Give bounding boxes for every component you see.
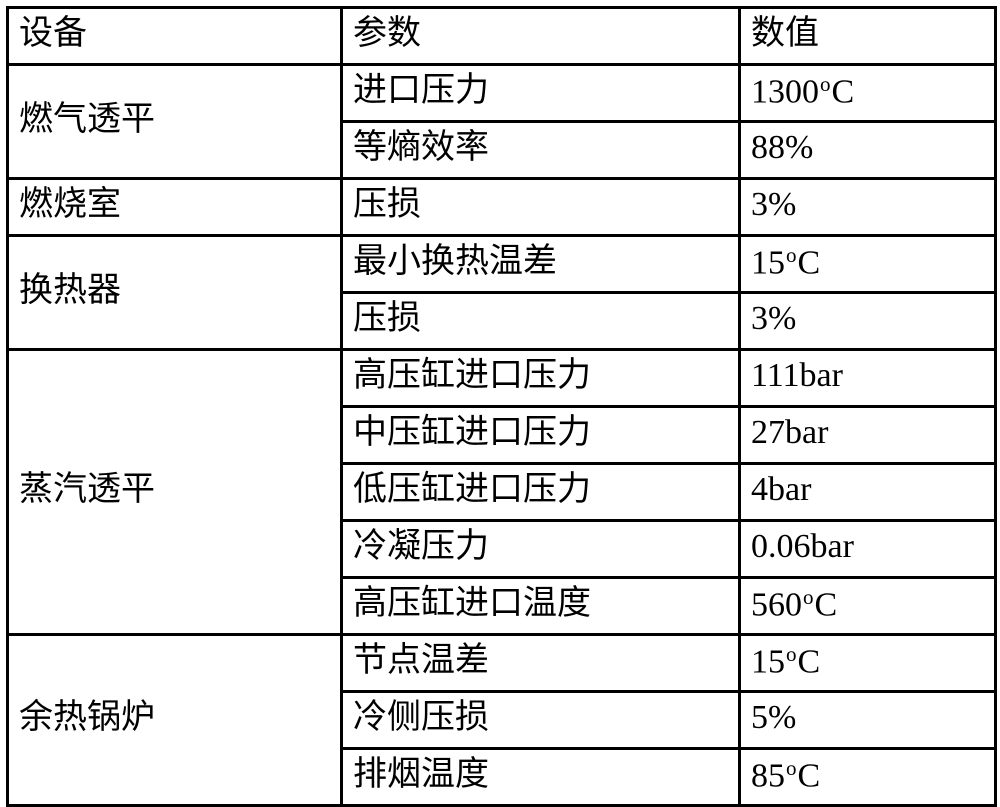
unit-c: C [832, 73, 855, 110]
param-cell: 进口压力 [342, 65, 740, 122]
param-cell: 高压缸进口压力 [342, 350, 740, 407]
value-number: 85 [751, 757, 785, 794]
degree-symbol: o [786, 243, 797, 267]
value-cell: 5% [740, 692, 996, 749]
param-cell: 等熵效率 [342, 122, 740, 179]
table-row: 换热器 最小换热温差 15oC [8, 236, 996, 293]
degree-symbol: o [786, 756, 797, 780]
table-row: 燃气透平 进口压力 1300oC [8, 65, 996, 122]
value-cell: 88% [740, 122, 996, 179]
param-cell: 冷侧压损 [342, 692, 740, 749]
value-number: 15 [751, 643, 785, 680]
equipment-cell-combustor: 燃烧室 [8, 179, 342, 236]
unit-c: C [798, 757, 821, 794]
equipment-cell-heat-exchanger: 换热器 [8, 236, 342, 350]
param-cell: 压损 [342, 179, 740, 236]
value-cell: 1300oC [740, 65, 996, 122]
value-cell: 0.06bar [740, 521, 996, 578]
value-cell: 15oC [740, 236, 996, 293]
param-cell: 最小换热温差 [342, 236, 740, 293]
value-cell: 3% [740, 179, 996, 236]
value-cell: 4bar [740, 464, 996, 521]
param-cell: 低压缸进口压力 [342, 464, 740, 521]
param-cell: 排烟温度 [342, 749, 740, 806]
value-cell: 15oC [740, 635, 996, 692]
param-cell: 压损 [342, 293, 740, 350]
value-cell: 85oC [740, 749, 996, 806]
table-row: 蒸汽透平 高压缸进口压力 111bar [8, 350, 996, 407]
value-number: 560 [751, 586, 802, 623]
unit-c: C [815, 586, 838, 623]
table-row: 余热锅炉 节点温差 15oC [8, 635, 996, 692]
unit-c: C [798, 643, 821, 680]
unit-c: C [798, 244, 821, 281]
value-cell: 3% [740, 293, 996, 350]
value-number: 15 [751, 244, 785, 281]
col-header-value: 数值 [740, 8, 996, 65]
degree-symbol: o [786, 642, 797, 666]
value-cell: 27bar [740, 407, 996, 464]
value-cell: 111bar [740, 350, 996, 407]
equipment-params-table: 设备 参数 数值 燃气透平 进口压力 1300oC 等熵效率 88% 燃烧室 压… [6, 6, 997, 807]
col-header-param: 参数 [342, 8, 740, 65]
param-cell: 高压缸进口温度 [342, 578, 740, 635]
col-header-equipment: 设备 [8, 8, 342, 65]
degree-symbol: o [820, 72, 831, 96]
value-cell: 560oC [740, 578, 996, 635]
equipment-cell-hrsg: 余热锅炉 [8, 635, 342, 806]
degree-symbol: o [803, 585, 814, 609]
value-number: 1300 [751, 73, 819, 110]
equipment-cell-steam-turbine: 蒸汽透平 [8, 350, 342, 635]
param-cell: 中压缸进口压力 [342, 407, 740, 464]
table-row: 燃烧室 压损 3% [8, 179, 996, 236]
table-header-row: 设备 参数 数值 [8, 8, 996, 65]
param-cell: 冷凝压力 [342, 521, 740, 578]
param-cell: 节点温差 [342, 635, 740, 692]
equipment-cell-gas-turbine: 燃气透平 [8, 65, 342, 179]
